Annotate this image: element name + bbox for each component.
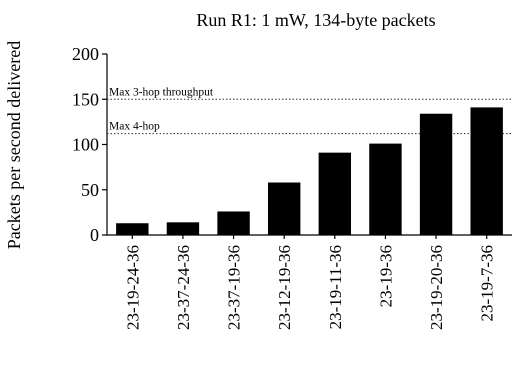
bar — [166, 222, 200, 235]
y-tick-label: 0 — [90, 225, 99, 245]
chart-title: Run R1: 1 mW, 134-byte packets — [196, 10, 435, 30]
bar — [217, 211, 250, 235]
bar — [318, 152, 352, 235]
bar — [369, 143, 402, 235]
bar — [267, 182, 301, 235]
reference-line-label: Max 4-hop — [109, 121, 160, 133]
x-tick-label: 23-37-24-36 — [174, 245, 193, 330]
y-tick-label: 50 — [81, 180, 99, 200]
y-axis-label: Packets per second delivered — [4, 41, 24, 249]
plot-area: 0 50 100 150 200 Max 3-hop throughput Max 4-ho… — [72, 44, 512, 330]
x-tick-label: 23-19-20-36 — [427, 245, 446, 330]
x-tick-label: 23-19-11-36 — [326, 245, 345, 329]
reference-line-label: Max 3-hop throughput — [109, 86, 214, 98]
x-tick-label: 23-19-24-36 — [123, 245, 142, 330]
bar — [419, 113, 453, 235]
bar — [470, 107, 503, 235]
y-tick-label: 150 — [72, 89, 99, 109]
y-tick-label: 100 — [72, 135, 99, 155]
x-tick-label: 23-37-19-36 — [225, 245, 244, 330]
x-tick-label: 23-19-7-36 — [478, 245, 497, 321]
x-tick-label: 23-12-19-36 — [275, 245, 294, 330]
bar — [116, 223, 149, 235]
y-tick-label: 200 — [72, 44, 99, 64]
x-tick-label: 23-19-36 — [376, 245, 395, 307]
